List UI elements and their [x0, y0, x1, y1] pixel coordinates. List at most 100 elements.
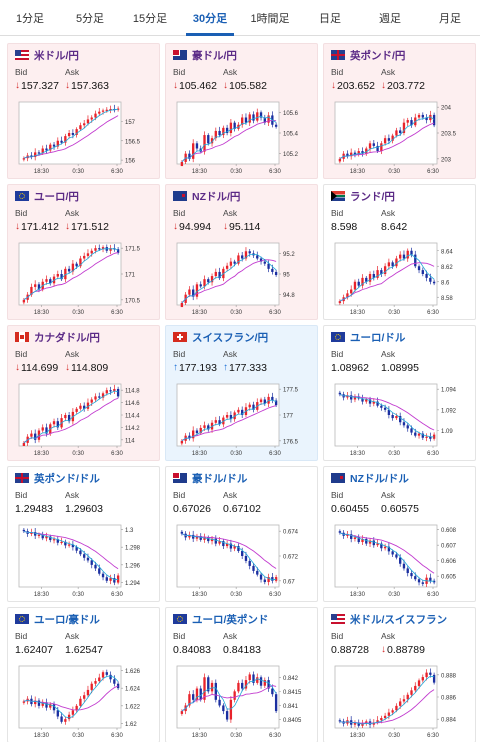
pair-name[interactable]: ユーロ/ドル	[350, 331, 406, 344]
pair-card-us-ch[interactable]: 米ドル/スイスフラン Bid Ask 0.88728 ↓ 0.88789 0.888 0.88…	[323, 607, 476, 742]
pair-name[interactable]: 英ポンド/円	[350, 49, 406, 62]
pair-name[interactable]: 豪ドル/円	[192, 49, 237, 62]
candlestick-chart: 105.6 105.4 105.2 18:30 0:30 6:30	[176, 101, 299, 175]
candle-body	[41, 702, 44, 706]
pair-card-au-us[interactable]: 豪ドル/ドル Bid Ask 0.67026 0.67102 0.674 0.672 0.67…	[165, 466, 318, 602]
pair-name[interactable]: ユーロ/円	[34, 190, 79, 203]
x-tick-label: 6:30	[269, 310, 281, 316]
candle-body	[387, 409, 391, 415]
ma-short-line	[181, 399, 277, 442]
candle-body	[229, 543, 233, 549]
candle-body	[421, 270, 424, 274]
quote-values: 0.67026 0.67102	[173, 502, 311, 515]
ask-value-wrap: 1.62547	[65, 643, 115, 656]
candle-body	[399, 557, 402, 564]
candle-body	[86, 402, 90, 409]
bid-value: 0.88728	[331, 643, 369, 656]
y-tick-label: 95	[283, 273, 290, 279]
y-tick-label: 0.605	[441, 575, 457, 581]
pair-name[interactable]: NZドル/円	[192, 190, 241, 203]
candle-body	[372, 540, 375, 546]
candle-body	[237, 409, 240, 413]
candlestick-chart: 0.842 0.8415 0.841 0.8405 18:30 0:30 6:30	[176, 665, 302, 739]
y-tick-label: 156.5	[125, 139, 141, 145]
pair-name[interactable]: カナダドル/円	[34, 331, 100, 344]
candle-body	[180, 161, 184, 167]
pair-card-au-jp[interactable]: 豪ドル/円 Bid Ask ↓ 105.462 ↓ 105.582 105.6 105.4 105…	[165, 43, 318, 179]
pair-card-eu-au[interactable]: ユーロ/豪ドル Bid Ask 1.62407 1.62547 1.626 1.624 1.6…	[7, 607, 160, 742]
y-tick-label: 1.624	[125, 687, 141, 693]
bid-value-wrap: ↓ 171.412	[15, 220, 65, 233]
candle-body	[94, 248, 97, 251]
tab-2[interactable]: 15分足	[132, 12, 168, 25]
tab-3[interactable]: 30分足	[180, 0, 240, 36]
pair-card-us-jp[interactable]: 米ドル/円 Bid Ask ↓ 157.327 ↓ 157.363 157 156.5 156 18…	[7, 43, 160, 179]
pair-card-eu-us[interactable]: ユーロ/ドル Bid Ask 1.08962 1.08995 1.094 1.092 1.09…	[323, 325, 476, 461]
pair-name[interactable]: スイスフラン/円	[192, 331, 269, 344]
pair-card-gb-us[interactable]: 英ポンド/ドル Bid Ask 1.29483 1.29603 1.3 1.298 1.296…	[7, 466, 160, 602]
candle-body	[244, 117, 248, 123]
candlestick-chart: 0.888 0.886 0.884 18:30 0:30 6:30	[334, 665, 457, 739]
y-tick-label: 8.62	[441, 265, 453, 271]
pair-card-nz-us[interactable]: NZドル/ドル Bid Ask 0.60455 0.60575 0.608 0.607 0.6…	[323, 466, 476, 602]
candle-body	[192, 534, 195, 539]
pair-card-ca-jp[interactable]: カナダドル/円 Bid Ask ↓ 114.699 ↓ 114.809 114.8 114.6 1…	[7, 325, 160, 461]
pair-name[interactable]: 英ポンド/ドル	[34, 472, 100, 485]
tab-1[interactable]: 5分足	[75, 12, 105, 25]
candle-body	[188, 153, 191, 159]
candle-body	[417, 579, 421, 583]
flag-icon	[15, 50, 29, 60]
pair-name[interactable]: ランド/円	[350, 190, 395, 203]
candle-body	[203, 279, 206, 287]
pair-name[interactable]: 米ドル/円	[34, 49, 79, 62]
tab-6[interactable]: 週足	[379, 12, 401, 25]
pair-name[interactable]: ユーロ/英ポンド	[192, 613, 269, 626]
chart-plot-area	[18, 242, 122, 306]
x-tick-label: 18:30	[34, 310, 50, 316]
y-tick-label: 176.5	[283, 439, 299, 445]
pair-card-nz-jp[interactable]: NZドル/円 Bid Ask ↓ 94.994 ↓ 95.114 95.2 95 94.8 18:3…	[165, 184, 318, 320]
x-tick-label: 6:30	[269, 592, 281, 598]
bid-value: 157.327	[21, 79, 59, 92]
tab-7[interactable]: 月足	[439, 12, 461, 25]
candle-body	[116, 108, 120, 110]
bid-label: Bid	[331, 208, 344, 218]
ask-value: 171.512	[71, 220, 109, 233]
candle-body	[180, 711, 184, 714]
candle-body	[368, 540, 372, 544]
candle-body	[192, 289, 195, 297]
candle-body	[192, 430, 195, 439]
pair-name[interactable]: ユーロ/豪ドル	[34, 613, 100, 626]
candle-body	[372, 401, 375, 404]
candle-body	[56, 140, 59, 147]
candle-body	[274, 271, 278, 276]
candle-body	[376, 145, 379, 152]
tab-5[interactable]: 日足	[319, 12, 341, 25]
candle-body	[67, 544, 71, 546]
tab-4[interactable]: 1時間足	[250, 12, 290, 25]
candle-body	[41, 427, 44, 431]
pair-name[interactable]: 米ドル/スイスフラン	[350, 613, 448, 626]
candle-body	[203, 425, 206, 428]
candle-body	[256, 255, 259, 259]
pair-card-eu-gb[interactable]: ユーロ/英ポンド Bid Ask 0.84083 0.84183 0.842 0.8415 0…	[165, 607, 318, 742]
ma-long-line	[23, 252, 119, 301]
pair-name[interactable]: 豪ドル/ドル	[192, 472, 248, 485]
pair-card-za-jp[interactable]: ランド/円 Bid Ask 8.598 8.642 8.64 8.62 8.6 8.58 18:3…	[323, 184, 476, 320]
pair-card-eu-jp[interactable]: ユーロ/円 Bid Ask ↓ 171.412 ↓ 171.512 171.5 171 170.5…	[7, 184, 160, 320]
y-tick-label: 8.64	[441, 249, 453, 255]
bid-value-wrap: ↓ 114.699	[15, 361, 65, 374]
pair-name[interactable]: NZドル/ドル	[350, 472, 409, 485]
bid-value: 0.84083	[173, 643, 211, 656]
candle-body	[79, 125, 82, 130]
bid-label: Bid	[173, 349, 186, 359]
y-tick-label: 105.6	[283, 111, 299, 117]
ask-value-wrap: ↓ 171.512	[65, 220, 115, 233]
candle-body	[432, 281, 436, 284]
bid-value-wrap: 1.29483	[15, 502, 65, 515]
pair-header: カナダドル/円	[15, 330, 153, 344]
pair-card-ch-jp[interactable]: スイスフラン/円 Bid Ask ↑ 177.193 ↑ 177.333 177.5 177 17…	[165, 325, 318, 461]
tab-0[interactable]: 1分足	[15, 12, 45, 25]
pair-card-gb-jp[interactable]: 英ポンド/円 Bid Ask ↓ 203.652 ↓ 203.772 204 203.5 203 1…	[323, 43, 476, 179]
candle-body	[361, 538, 364, 543]
